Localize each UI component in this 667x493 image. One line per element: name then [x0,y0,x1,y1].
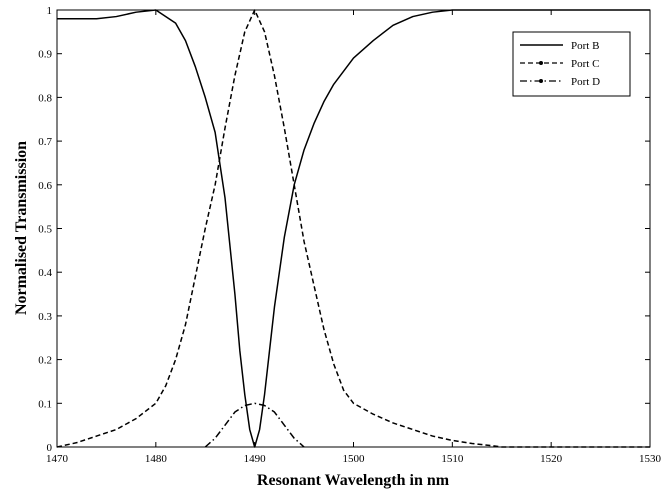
series-layer [56,9,650,448]
x-tick-label: 1500 [343,453,366,465]
x-tick-label: 1470 [46,453,69,465]
legend: Port B Port C Port D [512,31,631,97]
y-tick-label: 0.6 [38,180,52,192]
x-tick-label: 1510 [441,453,464,465]
y-tick-label: 0.2 [38,355,52,367]
x-tick-label: 1480 [145,453,168,465]
y-tick-label: 0.8 [38,92,52,104]
y-tick-label: 0.9 [38,49,52,61]
x-tick-labels: 1470 1480 1490 1500 1510 1520 1530 [46,453,662,465]
legend-label-port-c: Port C [571,58,599,70]
series-line-port-d [204,402,305,448]
y-tick-label: 0.7 [38,136,52,148]
legend-label-port-b: Port B [571,40,599,52]
y-axis-title: Normalised Transmission [13,141,30,315]
x-tick-label: 1520 [540,453,563,465]
y-tick-labels: 0 0.1 0.2 0.3 0.4 0.5 0.6 0.7 0.8 0.9 1 [38,5,52,454]
series-line-port-b [57,9,650,448]
x-tick-label: 1530 [639,453,662,465]
y-tick-label: 0.3 [38,311,52,323]
legend-label-port-d: Port D [571,76,600,88]
series-line-port-c [56,9,650,448]
y-tick-label: 0.1 [38,398,52,410]
x-tick-label: 1490 [244,453,267,465]
legend-marker-port-d [539,79,543,83]
axis-ticks [56,9,651,448]
y-tick-label: 0.5 [38,224,52,236]
y-tick-label: 1 [47,5,53,17]
x-axis-title: Resonant Wavelength in nm [257,472,450,489]
y-tick-label: 0.4 [38,267,52,279]
legend-box [512,31,631,97]
legend-marker-port-c [539,61,543,65]
y-tick-label: 0 [47,442,53,454]
